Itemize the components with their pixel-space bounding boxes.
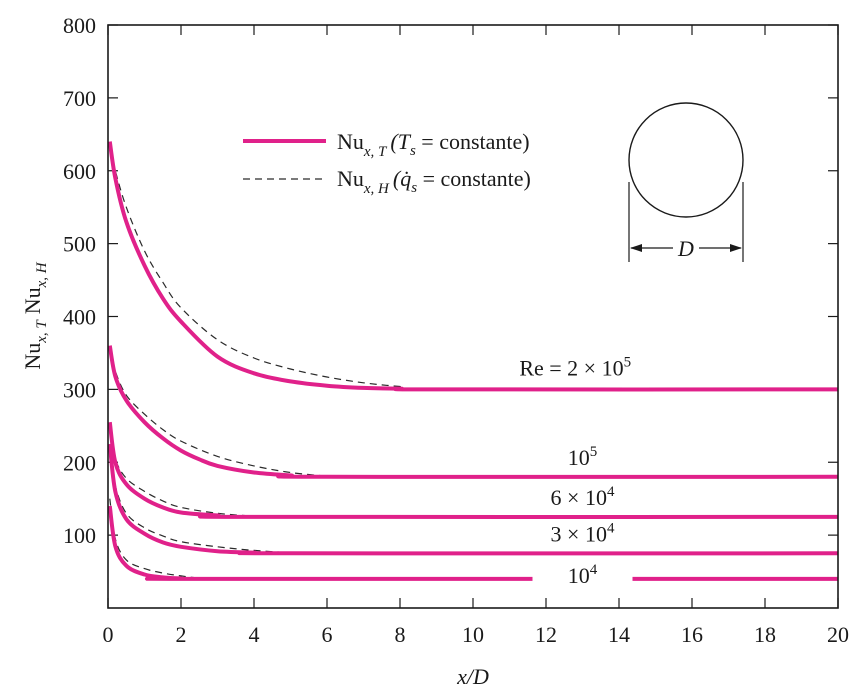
y-tick-label: 500	[63, 232, 96, 257]
inset-arrow-right	[730, 244, 742, 252]
y-label-nu-1: Nu	[20, 343, 45, 370]
x-tick-label: 18	[754, 622, 776, 647]
curves-group	[107, 141, 839, 581]
series-dashed-line	[109, 349, 839, 478]
y-tick-label: 600	[63, 159, 96, 184]
y-axis-label: Nux, TNux, H	[20, 261, 50, 369]
y-tick-label: 400	[63, 305, 96, 330]
x-tick-label: 20	[827, 622, 849, 647]
series-labels: Re = 2 × 105 105 6 × 104 3 × 104 104	[519, 354, 633, 593]
series-solid-line	[107, 505, 838, 581]
series-label: 6 × 104	[551, 484, 615, 510]
series-dashed-line	[109, 425, 839, 518]
series-solid-line	[107, 141, 839, 392]
series-label: Re = 2 × 105	[519, 354, 631, 380]
plot-frame	[107, 24, 839, 609]
series-label: 105	[568, 444, 598, 470]
y-tick-label: 300	[63, 377, 96, 402]
x-tick-label: 6	[322, 622, 333, 647]
y-label-sub-1: x, T	[34, 319, 50, 344]
x-tick-labels: 0 2 4 6 8 10 12 14 16 18 20	[103, 622, 850, 647]
axis-ticks	[107, 24, 839, 608]
y-tick-label: 800	[63, 13, 96, 38]
y-label-sub-2: x, H	[34, 261, 50, 288]
series-dashed-line	[109, 498, 839, 580]
x-tick-label: 2	[176, 622, 187, 647]
x-axis-label: x/D	[456, 664, 489, 689]
series-label: 104	[568, 562, 598, 588]
x-tick-label: 12	[535, 622, 557, 647]
legend-solid-label: Nux, T (Ts = constante)	[337, 129, 530, 160]
x-tick-label: 0	[103, 622, 114, 647]
series-solid-line	[107, 345, 839, 479]
y-tick-label: 200	[63, 450, 96, 475]
legend-dashed-label: Nux, H (q̇s = constante)	[337, 166, 531, 197]
x-tick-label: 14	[608, 622, 630, 647]
x-tick-label: 4	[249, 622, 260, 647]
inset-arrow-left	[630, 244, 642, 252]
legend: Nux, T (Ts = constante) Nux, H (q̇s = cons…	[243, 129, 531, 197]
label-knockout	[532, 564, 633, 593]
series-solid-line	[107, 443, 839, 556]
y-tick-label: 100	[63, 523, 96, 548]
x-tick-label: 16	[681, 622, 703, 647]
series-dashed-line	[109, 447, 839, 554]
y-tick-labels: 100 200 300 400 500 600 700 800	[63, 13, 96, 548]
series-label: 3 × 104	[551, 520, 615, 546]
inset-dimension-label: D	[677, 236, 694, 261]
svg-text:Nux, TNux, H: Nux, TNux, H	[20, 261, 50, 369]
pipe-inset: D	[628, 102, 744, 262]
pipe-circle	[628, 102, 744, 218]
x-tick-label: 10	[462, 622, 484, 647]
series-solid-line	[107, 421, 839, 519]
x-tick-label: 8	[395, 622, 406, 647]
y-label-nu-2: Nu	[20, 287, 45, 314]
y-tick-label: 700	[63, 86, 96, 111]
